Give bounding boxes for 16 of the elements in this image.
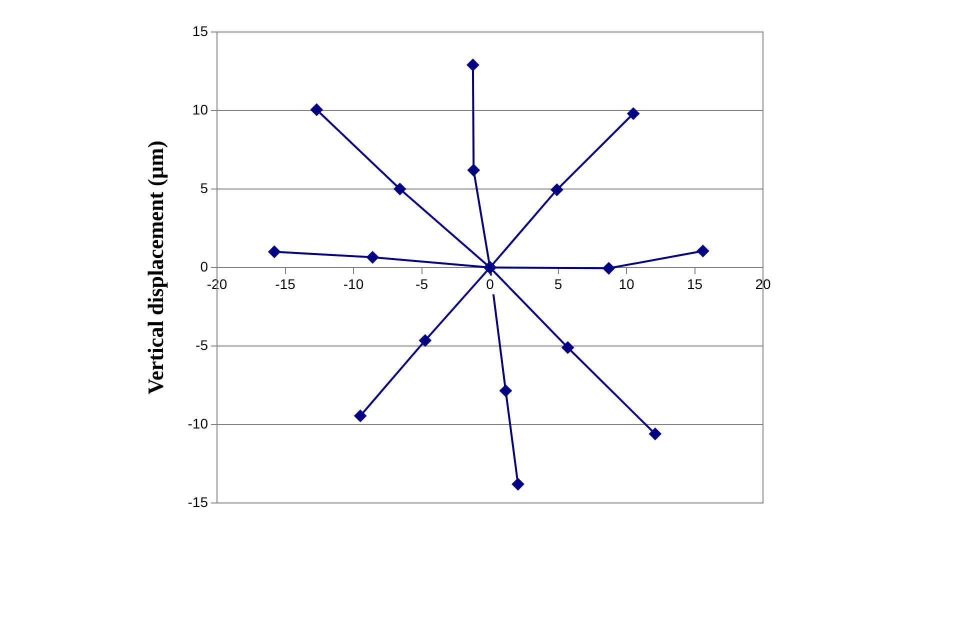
y-axis-title: Vertical displacement (µm) xyxy=(142,140,168,394)
x-tick-label: 0 xyxy=(486,276,494,292)
y-tick-label: -15 xyxy=(188,494,208,510)
y-tick-label: 15 xyxy=(192,22,208,39)
y-tick-label: 0 xyxy=(200,258,208,274)
x-tick-label: 20 xyxy=(755,276,771,292)
x-tick-label: 15 xyxy=(686,276,703,292)
x-tick-label: 5 xyxy=(554,276,562,292)
y-tick-label: -5 xyxy=(196,336,208,353)
y-tick-label: 5 xyxy=(200,180,208,196)
x-tick-label: -15 xyxy=(275,276,296,292)
y-tick-label: -10 xyxy=(188,415,208,432)
x-tick-label: -10 xyxy=(343,276,364,292)
x-tick-label: -5 xyxy=(416,276,428,292)
x-tick-label: 10 xyxy=(618,276,634,292)
y-tick-label: 10 xyxy=(192,101,208,118)
